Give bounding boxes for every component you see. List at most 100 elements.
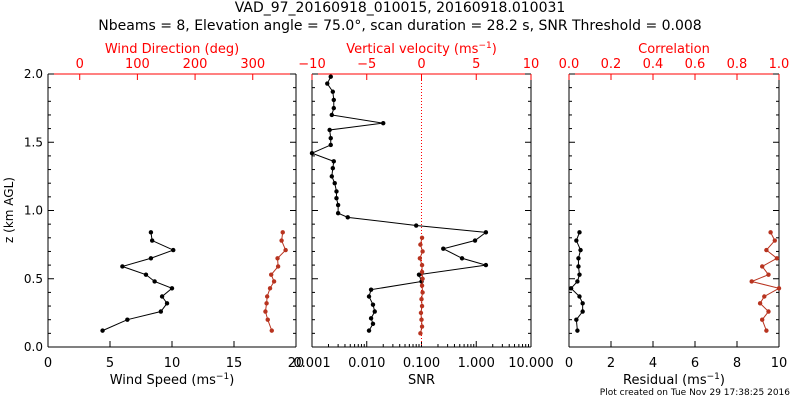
- data-point: [766, 309, 771, 314]
- data-point: [764, 247, 769, 253]
- panel-snr: 0.001 0.010 0.100 1.000 10.000 SNR −10 −5 0 5 10 Ve…: [293, 41, 553, 388]
- y-tick-label: 2.0: [24, 67, 43, 81]
- data-point: [275, 256, 280, 261]
- x-tick-label: 10: [771, 356, 788, 371]
- data-point: [417, 256, 423, 261]
- top-tick-label: 0.2: [601, 57, 622, 72]
- data-point: [381, 120, 386, 126]
- data-point: [578, 247, 583, 253]
- data-point: [345, 215, 350, 220]
- series-residual: [568, 230, 585, 333]
- data-point: [335, 202, 341, 208]
- data-point: [368, 287, 374, 292]
- y-tick-label: 1.5: [24, 135, 43, 149]
- data-point: [413, 223, 419, 228]
- data-point: [418, 310, 424, 316]
- data-point: [575, 279, 580, 284]
- data-point: [327, 127, 332, 133]
- data-point: [125, 317, 130, 322]
- x-tick-label: 8: [733, 356, 741, 371]
- top-axis-label: Vertical velocity (ms−1): [346, 41, 497, 57]
- data-point: [420, 276, 425, 281]
- top-tick-label: 0.6: [685, 57, 706, 72]
- data-point: [330, 89, 336, 94]
- data-point: [152, 279, 157, 284]
- series-vertical-velocity: [417, 235, 425, 336]
- data-point: [269, 328, 274, 333]
- data-point: [483, 230, 489, 235]
- data-point: [580, 309, 585, 314]
- data-point: [148, 230, 154, 235]
- x-tick-label: 15: [226, 356, 243, 371]
- y-axis-label: z (km AGL): [2, 177, 16, 243]
- data-point: [149, 238, 155, 243]
- data-point: [776, 286, 782, 291]
- data-point: [370, 321, 376, 326]
- top-tick-label: 1.0: [769, 57, 790, 72]
- data-point: [331, 97, 336, 103]
- series-wind-direction: [263, 230, 288, 333]
- data-point: [577, 272, 582, 277]
- data-point: [577, 230, 582, 235]
- data-point: [325, 81, 330, 86]
- data-point: [328, 135, 333, 141]
- data-point: [419, 297, 424, 302]
- top-tick-label: 0.4: [643, 57, 664, 72]
- data-point: [418, 242, 423, 247]
- data-point: [366, 328, 372, 333]
- top-axis-label: Correlation: [638, 42, 710, 57]
- data-point: [370, 302, 376, 307]
- data-point: [576, 264, 581, 269]
- series-snr: [309, 74, 489, 333]
- x-tick-label: 5: [106, 356, 114, 371]
- data-point: [762, 294, 767, 299]
- x-tick-label: 0.100: [403, 356, 440, 371]
- chart-subtitle: Nbeams = 8, Elevation angle = 75.0°, sca…: [98, 18, 702, 34]
- plot-timestamp: Plot created on Tue Nov 29 17:38:25 2016: [599, 388, 790, 398]
- data-point: [331, 105, 336, 111]
- x-tick-label: 0.001: [293, 356, 330, 371]
- data-point: [472, 238, 478, 243]
- data-point: [575, 328, 580, 333]
- data-point: [169, 286, 175, 291]
- data-point: [264, 301, 269, 306]
- series-wind-speed: [100, 230, 176, 333]
- data-point: [368, 316, 374, 321]
- x-tick-label: 1.000: [458, 356, 495, 371]
- x-tick-label: 0.010: [348, 356, 385, 371]
- data-point: [309, 150, 315, 156]
- top-tick-label: 5: [472, 57, 480, 72]
- x-tick-label: 0: [565, 356, 573, 371]
- x-tick-label: 4: [649, 356, 657, 371]
- data-point: [267, 286, 273, 291]
- data-point: [329, 112, 335, 118]
- data-point: [574, 238, 579, 243]
- data-point: [580, 301, 585, 306]
- data-point: [420, 290, 425, 295]
- panel-residual: 0 2 4 6 8 10 Residual (ms−1) 0.0 0.2 0.4 0.6 0.8 1.0…: [559, 42, 790, 388]
- data-point: [419, 262, 425, 268]
- data-point: [757, 301, 763, 306]
- x-axis-label: Residual (ms−1): [623, 372, 725, 388]
- top-tick-label: −10: [298, 57, 325, 72]
- top-axis-label: Wind Direction (deg): [105, 42, 239, 57]
- top-tick-label: 0.8: [727, 57, 748, 72]
- data-point: [420, 249, 425, 254]
- data-point: [158, 309, 164, 314]
- chart-title: VAD_97_20160918_010015, 20160918.010031: [234, 0, 566, 16]
- x-tick-label: 6: [691, 356, 699, 371]
- data-point: [164, 301, 170, 306]
- data-point: [774, 256, 780, 261]
- x-tick-label: 10: [164, 356, 181, 371]
- data-point: [419, 324, 425, 329]
- data-point: [766, 272, 771, 277]
- data-point: [265, 317, 270, 322]
- top-tick-label: 300: [240, 57, 265, 72]
- data-point: [334, 196, 339, 201]
- x-tick-label: 20: [288, 356, 305, 371]
- series-line: [750, 232, 781, 331]
- series-correlation: [749, 230, 782, 333]
- top-tick-label: −5: [357, 57, 376, 72]
- data-point: [100, 328, 105, 333]
